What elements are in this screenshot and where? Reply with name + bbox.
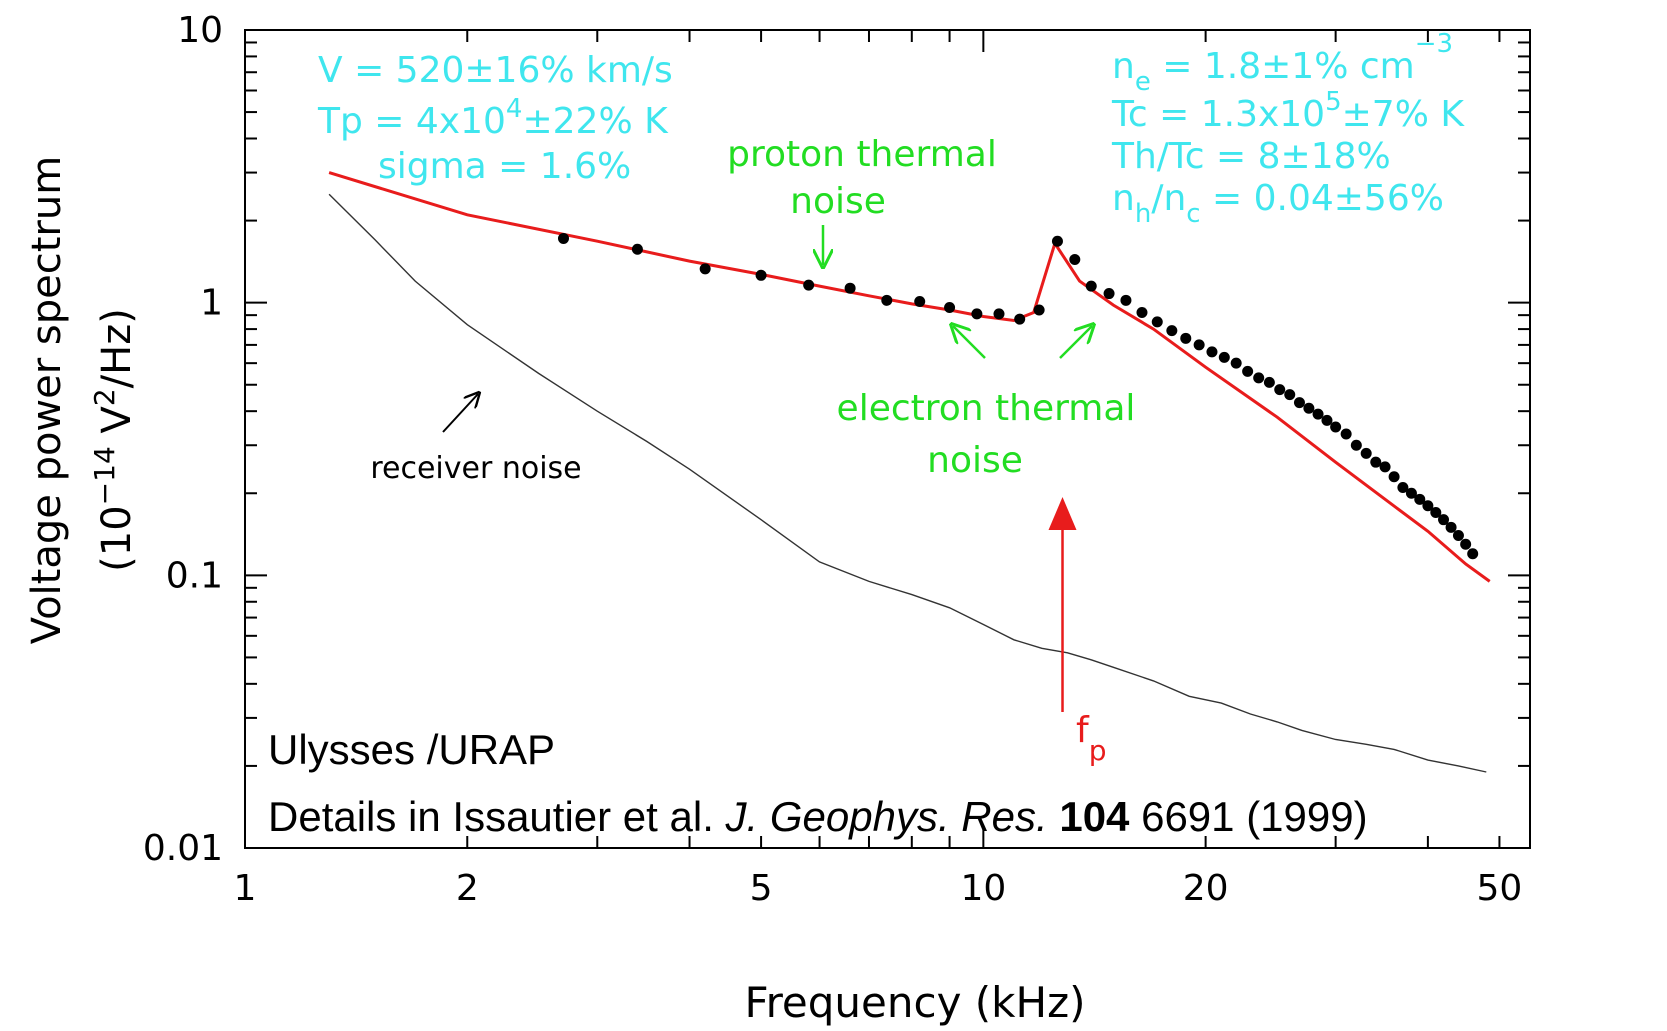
th-tc-param: Th/Tc = 8±18%	[1111, 136, 1391, 177]
right-parameters: ne = 1.8±1% cm−3 Tc = 1.3x105±7% K Th/Tc…	[1111, 29, 1465, 229]
data-point	[1422, 500, 1434, 512]
sigma-param: sigma = 1.6%	[378, 146, 631, 187]
data-point	[1293, 397, 1305, 409]
electron-thermal-annotation: electron thermal noise	[837, 326, 1136, 481]
data-point	[1274, 384, 1286, 396]
data-point	[881, 294, 893, 306]
data-point	[1014, 313, 1026, 325]
x-tick-label: 1	[234, 868, 257, 909]
proton-label-line2: noise	[790, 181, 886, 222]
proton-thermal-annotation: proton thermal noise	[727, 134, 997, 265]
data-point	[1438, 514, 1450, 526]
data-point	[1340, 428, 1352, 440]
data-point	[1180, 332, 1192, 344]
data-point	[557, 232, 569, 244]
data-point	[1033, 304, 1045, 316]
data-point	[1136, 307, 1148, 319]
data-point	[1303, 402, 1315, 414]
nh-nc-param: nh/nc = 0.04±56%	[1112, 178, 1444, 229]
data-point	[1218, 351, 1230, 363]
data-point	[1330, 421, 1342, 433]
data-point	[1085, 280, 1097, 292]
data-point	[1151, 316, 1163, 328]
receiver-noise-annotation: receiver noise	[370, 394, 582, 486]
data-point	[803, 279, 815, 291]
data-point	[1230, 357, 1242, 369]
y-tick-label: 0.01	[143, 828, 223, 869]
y-axis-label-line2: (10−14 V2/Hz)	[88, 308, 140, 572]
data-point	[1069, 253, 1081, 265]
receiver-noise-label: receiver noise	[370, 451, 581, 486]
data-point	[971, 308, 983, 320]
left-parameters: V = 520±16% km/s Tp = 4x104±22% K sigma …	[317, 50, 673, 187]
fp-arrow-head	[1048, 497, 1077, 530]
data-point	[1242, 365, 1254, 377]
x-axis-label: Frequency (kHz)	[744, 978, 1085, 1027]
data-point	[1414, 493, 1426, 505]
y-tick-label: 10	[177, 10, 223, 51]
data-point	[1051, 235, 1063, 247]
ne-param: ne = 1.8±1% cm−3	[1112, 29, 1453, 97]
plot-frame	[244, 29, 1531, 849]
data-point	[1467, 548, 1479, 560]
data-point	[1370, 456, 1382, 468]
x-tick-label: 20	[1183, 868, 1229, 909]
data-point	[1193, 339, 1205, 351]
x-tick-label: 5	[750, 868, 773, 909]
proton-label-line1: proton thermal	[727, 134, 997, 175]
data-point	[1397, 481, 1409, 493]
data-point	[1452, 529, 1464, 541]
series-layer	[328, 171, 1491, 773]
electron-label-line1: electron thermal	[837, 388, 1136, 429]
data-point	[1284, 389, 1296, 401]
data-point	[1430, 506, 1442, 518]
data-point	[1166, 325, 1178, 337]
tc-param: Tc = 1.3x105±7% K	[1111, 87, 1465, 135]
velocity-param: V = 520±16% km/s	[318, 50, 673, 91]
data-point	[1103, 288, 1115, 300]
y-axis-label-line1: Voltage power spectrum	[24, 156, 70, 644]
receiver-arrow	[442, 394, 478, 433]
y-tick-label: 0.1	[166, 555, 223, 596]
y-tick-label: 1	[200, 283, 223, 324]
series-line-receiver	[328, 193, 1487, 773]
data-point	[1253, 372, 1265, 384]
x-tick-label: 10	[960, 868, 1006, 909]
data-point	[1405, 487, 1417, 499]
data-point	[1388, 471, 1400, 483]
data-point	[1263, 376, 1275, 388]
electron-label-line2: noise	[927, 440, 1023, 481]
tp-param: Tp = 4x104±22% K	[317, 94, 669, 142]
data-point	[699, 263, 711, 275]
x-tick-label: 50	[1477, 868, 1523, 909]
data-point	[755, 269, 767, 281]
electron-arrow-left	[953, 326, 986, 359]
data-point	[1360, 447, 1372, 459]
axis-tick-labels: 1 2 5 10 20 50 0.01 0.1 1 10	[143, 10, 1523, 909]
credit-line2: Details in Issautier et al. J. Geophys. …	[268, 793, 1368, 840]
data-point	[914, 295, 926, 307]
electron-arrow-right	[1059, 326, 1092, 359]
data-point	[1321, 414, 1333, 426]
data-point	[1379, 461, 1391, 473]
data-point	[1206, 346, 1218, 358]
data-point	[1120, 294, 1132, 306]
data-point	[1445, 521, 1457, 533]
data-point	[631, 243, 643, 255]
x-tick-label: 2	[456, 868, 479, 909]
data-point	[944, 302, 956, 314]
credit-line1: Ulysses /URAP	[268, 726, 555, 773]
data-point	[1350, 439, 1362, 451]
plasma-frequency-marker: fp	[1048, 497, 1106, 767]
data-point	[844, 282, 856, 294]
data-point	[993, 308, 1005, 320]
data-point	[1312, 408, 1324, 420]
series-line-fit	[328, 171, 1491, 583]
data-point	[1460, 538, 1472, 550]
fp-label: fp	[1076, 710, 1106, 767]
